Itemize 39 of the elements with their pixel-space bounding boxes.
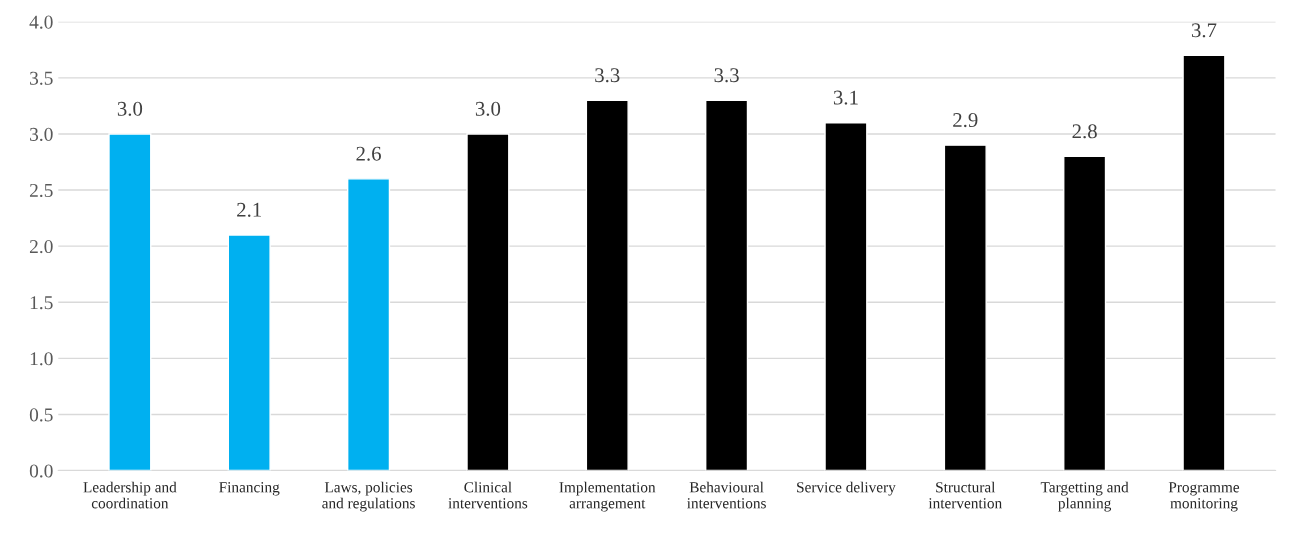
y-tick-label: 0.0 bbox=[29, 464, 53, 478]
data-label: 3.7 bbox=[1191, 23, 1217, 38]
bar bbox=[227, 234, 271, 471]
bar bbox=[585, 99, 629, 471]
data-label: 3.3 bbox=[595, 68, 620, 83]
y-tick-label: 1.5 bbox=[30, 296, 53, 310]
bar bbox=[943, 144, 987, 471]
x-tick-label: Behavioural interventions bbox=[687, 481, 766, 509]
bar bbox=[108, 133, 152, 471]
y-tick-label: 4.0 bbox=[29, 15, 53, 29]
data-label: 2.1 bbox=[237, 202, 261, 217]
data-label: 3.0 bbox=[475, 101, 501, 116]
y-tick-label: 2.5 bbox=[29, 183, 53, 198]
data-label: 2.8 bbox=[1072, 124, 1097, 139]
bar bbox=[824, 122, 868, 471]
data-label: 2.6 bbox=[356, 146, 381, 161]
x-tick-label: Service delivery bbox=[797, 481, 896, 496]
bar bbox=[466, 133, 510, 471]
x-tick-label: Laws, policies and regulations bbox=[322, 481, 415, 512]
x-tick-label: Structural intervention bbox=[928, 481, 1002, 509]
x-tick-label: Clinical interventions bbox=[448, 481, 528, 509]
y-tick-label: 2.0 bbox=[29, 239, 53, 254]
y-tick-label: 0.5 bbox=[29, 408, 53, 422]
x-tick-label: Programme monitoring bbox=[1168, 482, 1240, 512]
bar bbox=[1063, 155, 1107, 471]
bar bbox=[346, 178, 391, 471]
y-tick-label: 3.0 bbox=[30, 127, 53, 141]
y-tick-label: 1.0 bbox=[30, 352, 53, 366]
y-tick-label: 3.5 bbox=[30, 71, 53, 85]
bar bbox=[1182, 54, 1226, 471]
x-tick-label: Leadership and coordination bbox=[83, 481, 177, 509]
data-label: 3.1 bbox=[833, 90, 858, 105]
x-tick-label: Targetting and planning bbox=[1040, 481, 1129, 512]
bar bbox=[705, 99, 749, 471]
data-label: 2.9 bbox=[953, 113, 978, 128]
data-label: 3.3 bbox=[714, 68, 739, 83]
x-tick-label: Implementation arrangement bbox=[559, 481, 656, 512]
data-label: 3.0 bbox=[117, 101, 143, 116]
x-tick-label: Financing bbox=[219, 482, 280, 496]
